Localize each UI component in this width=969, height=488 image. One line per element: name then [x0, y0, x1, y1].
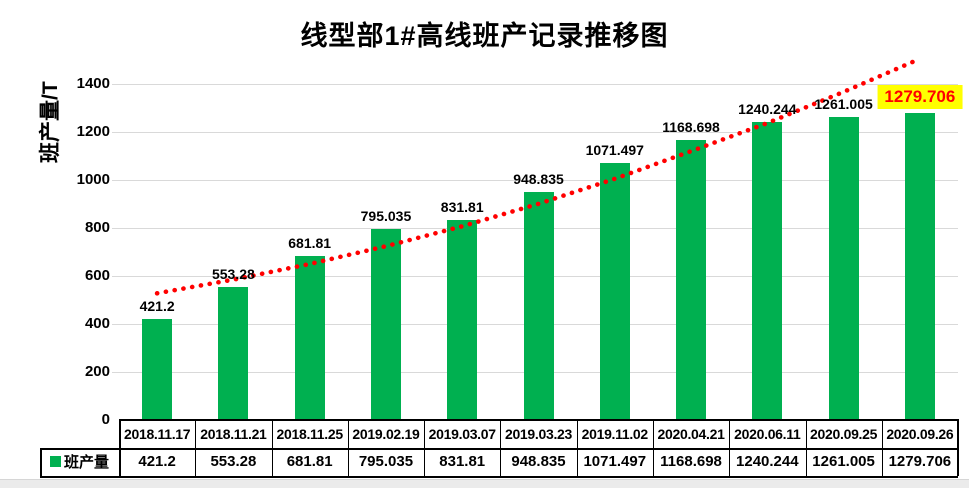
legend-cell: 班产量: [40, 449, 119, 474]
data-label: 1240.244: [738, 101, 797, 118]
data-label: 795.035: [360, 208, 412, 225]
data-label: 1261.005: [814, 96, 873, 113]
table-value-cell: 1071.497: [583, 453, 647, 470]
y-tick-label: 400: [84, 315, 110, 332]
data-label: 421.2: [139, 297, 175, 314]
window-edge: [0, 479, 969, 488]
table-column-border: [652, 419, 654, 476]
table-column-border: [195, 419, 197, 476]
table-date-cell: 2019.11.02: [581, 425, 649, 442]
y-tick-label: 200: [84, 363, 110, 380]
legend-left-border: [40, 448, 42, 476]
bar-2018.11.21: [218, 287, 249, 420]
bar-2018.11.17: [142, 318, 173, 420]
table-column-border: [271, 419, 273, 476]
table-column-border: [424, 419, 426, 476]
table-value-cell: 1261.005: [812, 453, 875, 470]
bar-2020.09.25: [828, 117, 859, 420]
y-tick-label: 800: [84, 219, 110, 236]
table-value-cell: 948.835: [511, 453, 566, 470]
table-top-border: [119, 419, 958, 421]
table-column-border: [957, 419, 959, 476]
table-value-cell: 831.81: [439, 453, 486, 470]
table-date-cell: 2018.11.17: [123, 425, 191, 442]
table-date-cell: 2018.11.25: [276, 425, 344, 442]
table-date-cell: 2020.09.26: [886, 425, 954, 442]
table-date-cell: 2020.09.25: [810, 425, 878, 442]
table-value-cell: 1279.706: [888, 453, 952, 470]
table-date-cell: 2019.03.07: [428, 425, 496, 442]
bar-2018.11.25: [294, 256, 325, 420]
legend-label: 班产量: [63, 454, 109, 471]
y-tick-label: 600: [84, 267, 110, 284]
bar-2020.09.26: [904, 112, 935, 420]
table-date-cell: 2020.06.11: [734, 425, 801, 442]
plot-area: 421.2 553.28 681.81 795.035 831.81 948.835 107…: [112, 56, 963, 420]
y-tick-label: 1200: [76, 123, 110, 140]
bar-2019.03.07: [447, 220, 478, 420]
data-label: 1279.706: [877, 84, 963, 109]
data-label: 948.835: [513, 171, 564, 188]
table-value-cell: 421.2: [138, 453, 176, 470]
bar-2020.04.21: [676, 139, 707, 420]
data-label: 831.81: [440, 199, 484, 216]
y-tick-label: 0: [101, 411, 110, 428]
chart-title: 线型部1#高线班产记录推移图: [300, 21, 669, 51]
y-tick-label: 1400: [76, 75, 110, 92]
bar-2019.11.02: [599, 162, 630, 420]
table-column-border: [729, 419, 731, 476]
data-label: 681.81: [288, 235, 332, 252]
table-column-border: [347, 419, 349, 476]
table-date-cell: 2019.03.23: [504, 425, 573, 442]
table-column-border: [119, 419, 121, 476]
table-date-cell: 2020.04.21: [657, 425, 725, 442]
table-value-cell: 1168.698: [660, 453, 722, 470]
table-column-border: [576, 419, 578, 476]
gridline: [112, 131, 958, 133]
bar-2019.02.19: [370, 229, 401, 420]
table-date-cell: 2018.11.21: [200, 425, 267, 442]
table-value-cell: 795.035: [358, 453, 414, 470]
table-value-cell: 553.28: [210, 453, 257, 470]
bar-2019.03.23: [523, 192, 554, 420]
data-label: 1071.497: [585, 141, 644, 158]
data-label: 1168.698: [662, 118, 720, 135]
table-column-border: [805, 419, 807, 476]
legend-key-swatch: [49, 456, 61, 467]
y-tick-label: 1000: [76, 171, 110, 188]
table-date-cell: 2019.02.19: [352, 425, 420, 442]
trendline-dotted: [154, 56, 923, 296]
gridline: [112, 179, 958, 181]
table-value-cell: 681.81: [286, 453, 333, 470]
gridline: [112, 83, 958, 85]
table-row-divider: [40, 448, 958, 450]
table-bottom-border: [40, 476, 958, 478]
bar-2020.06.11: [752, 122, 783, 420]
table-value-cell: 1240.244: [736, 453, 799, 470]
data-label: 553.28: [211, 266, 255, 283]
table-column-border: [881, 419, 883, 476]
table-column-border: [500, 419, 502, 476]
